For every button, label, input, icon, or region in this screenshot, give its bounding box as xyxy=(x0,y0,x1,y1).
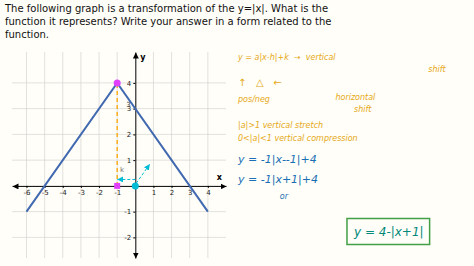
grid-line-y xyxy=(12,160,226,161)
note: ↑ △ ← xyxy=(238,77,282,88)
x-tick: -3 xyxy=(78,186,85,197)
x-tick-label: -3 xyxy=(78,189,85,197)
y-tick-label: 1 xyxy=(127,157,131,165)
x-tick-label: -4 xyxy=(60,189,68,197)
x-tick-label: -1 xyxy=(114,189,121,197)
x-tick-mark xyxy=(172,186,173,188)
note: y = -1|x+1|+4 xyxy=(237,173,318,186)
boxed-answer: y = 4-|x+1| xyxy=(353,225,424,239)
x-tick: -2 xyxy=(96,186,103,197)
x-tick-label: -6 xyxy=(24,189,32,197)
notes: y = a|x-h|+k → vertical shift ↑ △ ← pos/neg… xyxy=(237,53,447,245)
y-axis-line xyxy=(135,53,136,259)
function-line xyxy=(27,83,208,212)
marks xyxy=(27,79,208,211)
x-tick: -4 xyxy=(60,186,68,197)
y-tick: -1 xyxy=(124,208,135,216)
y-tick: 1 xyxy=(127,157,135,165)
note: |a|>1 vertical stretch xyxy=(238,121,323,130)
x-tick: 4 xyxy=(206,186,211,197)
y-tick-mark xyxy=(133,134,135,135)
x-tick-mark xyxy=(208,186,209,188)
x-tick-mark xyxy=(153,186,154,188)
note: 0<|a|<1 vertical compression xyxy=(238,134,358,143)
answer-box xyxy=(347,219,430,245)
y-tick: -2 xyxy=(124,234,135,242)
x-tick: -6 xyxy=(24,186,32,197)
grid xyxy=(12,52,226,258)
y-tick-label: 2 xyxy=(127,131,131,139)
x-tick-label: 2 xyxy=(170,189,174,197)
x-tick-label: 1 xyxy=(152,189,156,197)
x-tick-mark xyxy=(63,186,64,188)
y-tick-mark xyxy=(133,237,135,238)
note: shift xyxy=(354,105,372,114)
background xyxy=(0,0,474,266)
note: pos/neg xyxy=(237,95,270,104)
grid-line-y xyxy=(12,108,226,109)
x-tick-label: 4 xyxy=(206,189,211,197)
y-tick-label: 4 xyxy=(127,80,132,88)
y-tick-label: -2 xyxy=(124,234,131,242)
note: shift xyxy=(428,65,446,74)
x-tick-mark xyxy=(99,186,100,188)
point xyxy=(114,183,120,189)
point xyxy=(132,182,139,189)
y-tick-mark xyxy=(133,212,135,213)
x-tick: 1 xyxy=(152,186,156,197)
note: y = a|x-h|+k → vertical xyxy=(237,53,336,62)
note: horizontal xyxy=(335,93,376,102)
y-axis-label: y xyxy=(140,53,146,62)
graph-annotation: k xyxy=(120,166,125,174)
dashed-arrow xyxy=(136,164,150,183)
x-tick: 2 xyxy=(170,186,174,197)
x-axis-label: x xyxy=(217,173,223,182)
question-line: function it represents? Write your answe… xyxy=(5,16,331,27)
dashed-arrow xyxy=(117,179,135,180)
y-tick-mark xyxy=(133,83,135,84)
point xyxy=(114,79,121,86)
grid-line-y xyxy=(12,134,226,135)
graph-texts: x y 3 k xyxy=(120,53,223,182)
graph-annotation: 3 xyxy=(126,101,130,109)
grid-line-y xyxy=(12,211,226,212)
y-tick: 4 xyxy=(127,80,135,88)
question-line: function. xyxy=(5,29,49,40)
question-line: The following graph is a transformation … xyxy=(4,3,328,15)
x-tick-mark xyxy=(81,186,82,188)
y-tick-mark xyxy=(133,160,135,161)
note: y = -1|x--1|+4 xyxy=(237,153,317,166)
note: or xyxy=(280,192,289,201)
y-axis: -2 -1 1 2 3 4 xyxy=(124,53,135,259)
x-tick-label: -2 xyxy=(96,189,103,197)
x-tick-mark xyxy=(27,186,28,188)
grid-line-y xyxy=(12,237,226,238)
y-tick: 2 xyxy=(127,131,135,139)
reference-line xyxy=(117,83,118,186)
y-tick-label: -1 xyxy=(124,208,131,216)
question: The following graph is a transformation … xyxy=(4,3,331,40)
chart-svg: The following graph is a transformation … xyxy=(0,0,474,266)
